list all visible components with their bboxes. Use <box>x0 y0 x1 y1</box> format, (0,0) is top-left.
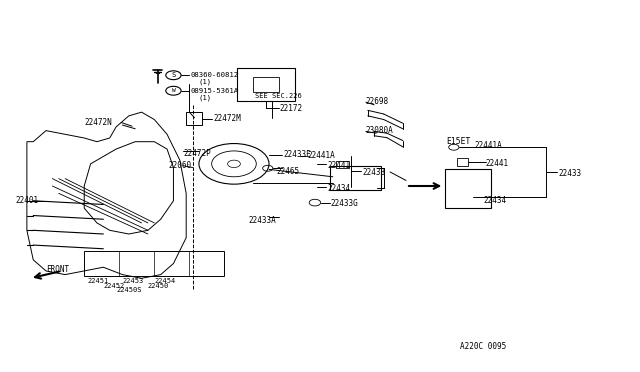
Text: 22451: 22451 <box>88 278 109 284</box>
Text: 22472M: 22472M <box>213 114 241 123</box>
Text: E15ET: E15ET <box>446 137 470 146</box>
Text: 22433A: 22433A <box>248 216 276 225</box>
Text: 22433: 22433 <box>363 168 386 177</box>
Text: A220C 0095: A220C 0095 <box>460 342 506 351</box>
Text: FRONT: FRONT <box>46 264 69 273</box>
Text: SEE SEC.226: SEE SEC.226 <box>255 93 301 99</box>
Text: 22433E: 22433E <box>283 150 311 159</box>
Text: 22172: 22172 <box>279 104 302 113</box>
Text: 22441A: 22441A <box>307 151 335 160</box>
Text: W: W <box>172 88 175 93</box>
Text: 22433: 22433 <box>558 169 582 178</box>
Text: 22433G: 22433G <box>330 199 358 208</box>
Text: 22465: 22465 <box>276 167 300 176</box>
Text: 22401: 22401 <box>15 196 38 205</box>
Text: 23080A: 23080A <box>366 126 394 135</box>
Text: 22472P: 22472P <box>183 150 211 158</box>
Text: 22434: 22434 <box>328 184 351 193</box>
Text: 22434: 22434 <box>483 196 506 205</box>
Text: 22450S: 22450S <box>116 288 141 294</box>
Text: S: S <box>172 72 175 78</box>
Text: (1): (1) <box>199 94 212 101</box>
Text: (1): (1) <box>199 78 212 85</box>
Text: 22441A: 22441A <box>474 141 502 150</box>
Text: 08360-60812: 08360-60812 <box>190 72 238 78</box>
Text: 22472N: 22472N <box>84 118 112 127</box>
Text: 08915-5361A: 08915-5361A <box>190 88 238 94</box>
Text: 22452: 22452 <box>103 283 125 289</box>
Text: 22450: 22450 <box>148 283 169 289</box>
Text: 22060: 22060 <box>168 161 191 170</box>
Text: 22453: 22453 <box>122 278 144 284</box>
Text: 22454: 22454 <box>154 278 175 284</box>
Text: 22441: 22441 <box>486 158 509 168</box>
Text: 22698: 22698 <box>366 97 389 106</box>
Text: 22441: 22441 <box>328 161 351 170</box>
